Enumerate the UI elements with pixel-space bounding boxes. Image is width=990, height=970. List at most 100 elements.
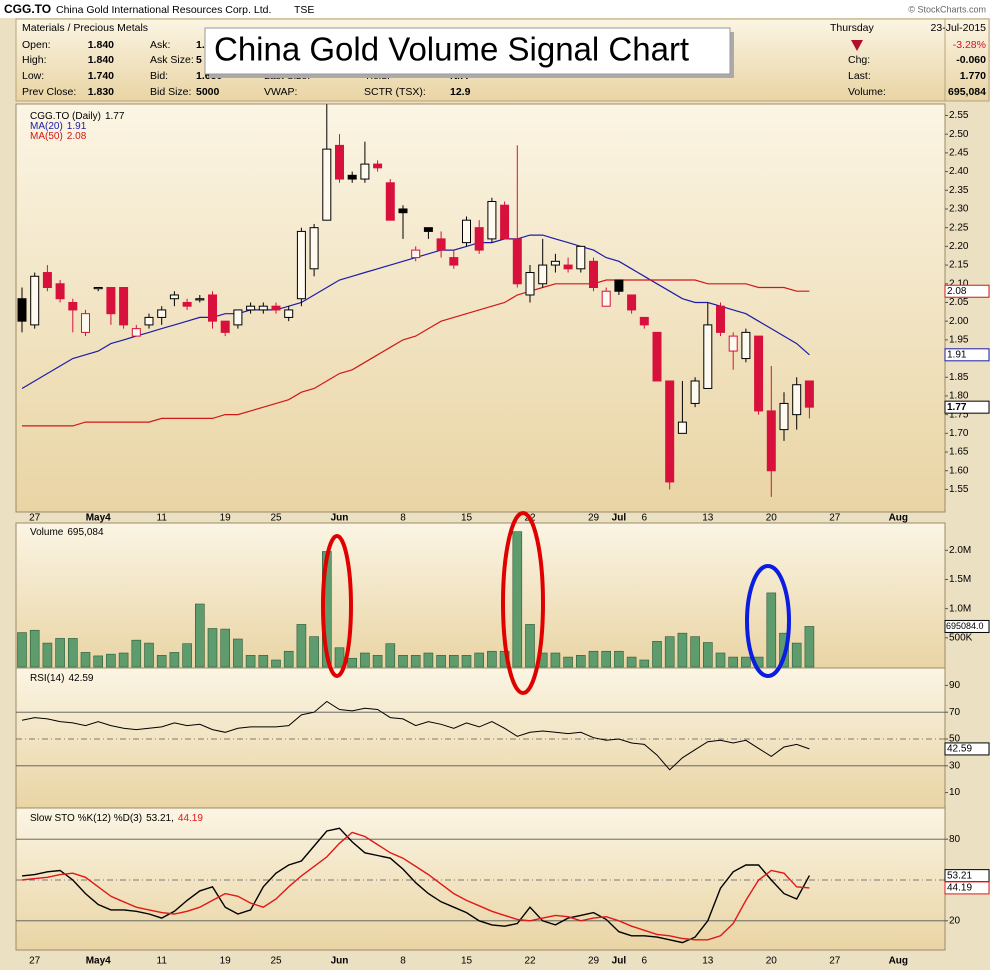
candle-body <box>576 245 586 270</box>
candle-body <box>754 335 764 412</box>
y-tick-label: 2.05 <box>949 297 969 308</box>
legend-entry: 2.08 <box>67 131 87 142</box>
candle-body <box>766 410 776 472</box>
volume-bar <box>347 657 358 668</box>
line <box>21 700 810 771</box>
volume-bar <box>423 652 434 668</box>
legend-entry: MA(50) <box>30 131 63 142</box>
volume-bar <box>410 655 421 668</box>
y-tick-label: 2.55 <box>949 110 969 121</box>
volume-bar <box>144 642 154 668</box>
x-tick-label: 11 <box>157 956 168 967</box>
y-tick-label: 90 <box>949 680 961 691</box>
highlight-ellipse <box>321 534 353 678</box>
volume-bar <box>309 636 319 668</box>
candle-body <box>17 298 27 322</box>
field-label: Last: <box>848 70 871 82</box>
candle-body <box>525 272 535 296</box>
field-label: Bid: <box>150 70 168 82</box>
y-tick-label: 2.15 <box>949 260 969 271</box>
candle-body <box>728 335 738 352</box>
y-tick-label: 2.00 <box>949 316 969 327</box>
volume-bar <box>804 626 815 668</box>
volume-bar <box>233 638 243 668</box>
legend-entry: 42.59 <box>68 673 93 684</box>
title-box <box>204 27 731 75</box>
field-value: 1.840 <box>88 39 114 51</box>
x-tick-label: 19 <box>220 956 232 967</box>
exchange: TSE <box>294 4 314 16</box>
y-tick-label: 1.65 <box>949 447 969 458</box>
candle-body <box>563 264 573 270</box>
field-label: Chg: <box>848 54 870 66</box>
volume-bar <box>207 628 218 668</box>
volume-bar <box>690 636 700 668</box>
volume-bar <box>182 643 192 668</box>
value-box-label: 1.77 <box>947 402 967 413</box>
y-tick-label: 10 <box>949 787 961 798</box>
field-label: Ask: <box>150 39 170 51</box>
volume-bar <box>296 624 307 668</box>
volume-bar <box>258 655 269 668</box>
value-box <box>944 619 990 633</box>
volume-bar <box>448 655 459 668</box>
volume-bar <box>563 656 573 668</box>
x-tick-label: 25 <box>270 956 282 967</box>
y-tick-label: 2.40 <box>949 166 969 177</box>
volume-bar <box>68 638 78 668</box>
field-value: 1.770 <box>960 70 986 82</box>
annotations <box>321 511 791 695</box>
volume-bar <box>334 647 345 668</box>
x-tick-label: 6 <box>642 956 648 967</box>
x-tick-label: Aug <box>889 513 908 524</box>
x-tick-label: 27 <box>29 956 41 967</box>
field-value: 695,084 <box>948 86 986 98</box>
value-box-label: 53.21 <box>947 870 972 881</box>
candle-body <box>398 208 408 214</box>
highlight-ellipse <box>745 564 791 678</box>
candle-body <box>741 331 751 360</box>
change-pct: -3.28% <box>953 39 986 51</box>
info-panel-side <box>944 18 990 102</box>
candle-body <box>131 328 141 337</box>
x-tick-label: 25 <box>270 513 282 524</box>
y-tick-label: 1.75 <box>949 409 969 420</box>
candle-body <box>639 316 649 326</box>
candle-body <box>271 305 281 311</box>
volume-bar <box>106 653 116 668</box>
volume-bar <box>702 642 713 668</box>
y-tick-label: 1.5M <box>949 574 971 585</box>
y-tick-label: 1.70 <box>949 428 969 439</box>
candle-body <box>677 421 687 434</box>
candle-body <box>779 402 789 431</box>
line <box>22 279 810 427</box>
x-tick-label: Jun <box>331 956 349 967</box>
candle-body <box>601 290 611 307</box>
value-box <box>944 881 990 895</box>
panel <box>15 667 946 809</box>
field-value: 5 <box>196 54 202 66</box>
field-label: VWAP: <box>264 86 297 98</box>
y-tick-label: 2.35 <box>949 185 969 196</box>
volume-bar <box>118 652 129 668</box>
volume-bar <box>741 656 751 668</box>
down-arrow <box>851 40 863 51</box>
day: Thursday <box>830 22 875 34</box>
candle-body <box>258 305 268 311</box>
field-label: High: <box>22 54 47 66</box>
x-tick-label: 27 <box>829 513 841 524</box>
candle-body <box>385 182 395 221</box>
candle-body <box>81 313 90 333</box>
x-tick-label: 27 <box>829 956 841 967</box>
legend-entry: 53.21, <box>146 813 174 824</box>
volume-bar <box>360 652 370 668</box>
x-tick-label: 27 <box>29 513 41 524</box>
panel <box>15 103 946 513</box>
highlight-ellipse <box>501 511 545 695</box>
volume-bar <box>525 624 535 668</box>
y-tick-label: 2.0M <box>949 545 971 556</box>
candle-body <box>30 275 40 326</box>
y-tick-label: 20 <box>949 915 961 926</box>
candle-body <box>665 380 675 483</box>
